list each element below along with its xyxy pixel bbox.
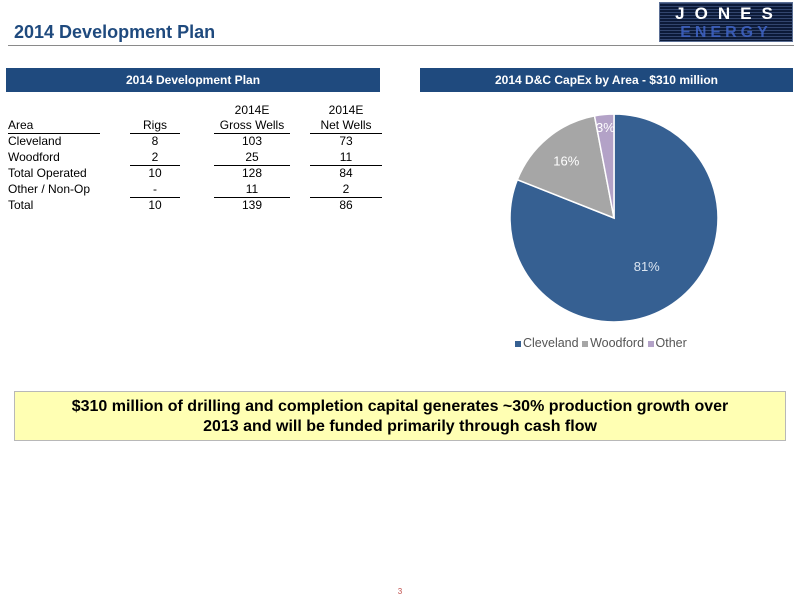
pie-slice-other	[593, 113, 615, 219]
cell-gross-wells: 103	[241, 134, 263, 148]
cell-area: Total Operated	[8, 166, 87, 180]
cell-rigs: 10	[148, 166, 162, 180]
header-rigs: Rigs	[130, 101, 180, 134]
logo-wordmark: JONES	[675, 4, 783, 23]
development-plan-table: Area Rigs 2014E Gross Wells 2014E Net We…	[8, 101, 388, 213]
header-area-line2: Area	[8, 118, 34, 132]
legend-label-woodford: Woodford	[590, 336, 645, 350]
header-net-line1: 2014E	[328, 103, 364, 117]
callout-line-2: 2013 and will be funded primarily throug…	[203, 418, 597, 435]
title-divider	[8, 45, 794, 46]
data-label-cleveland: 81%	[634, 259, 660, 274]
legend-label-other: Other	[655, 336, 687, 350]
legend-swatch-cleveland	[515, 340, 521, 347]
header-gross-line2: Gross Wells	[219, 118, 285, 132]
page-number: 3	[397, 587, 403, 596]
header-area: Area	[8, 101, 100, 134]
cell-net-wells: 73	[339, 134, 353, 148]
pie-slice-woodford	[516, 114, 615, 220]
cell-net-wells: 2	[310, 181, 382, 198]
cell-area: Other / Non-Op	[8, 182, 91, 196]
table-row: Other / Non-Op - 11 2	[8, 181, 388, 198]
callout-line-1: $310 million of drilling and completion …	[71, 398, 729, 415]
data-label-woodford: 16%	[553, 153, 579, 168]
logo-subtext: ENERGY	[680, 24, 772, 41]
logo-texture	[660, 3, 792, 41]
table-row: Cleveland 8 103 73	[8, 133, 388, 149]
cell-area: Cleveland	[8, 134, 62, 148]
header-gross-wells: 2014E Gross Wells	[214, 101, 290, 134]
cell-gross-wells: 25	[214, 149, 290, 166]
header-net-wells: 2014E Net Wells	[310, 101, 382, 134]
legend-swatch-other	[647, 340, 654, 347]
cell-rigs: -	[130, 181, 180, 198]
table-row: Woodford 2 25 11	[8, 149, 388, 166]
legend-item-woodford: Woodford	[582, 336, 647, 350]
header-net-line2: Net Wells	[320, 118, 372, 132]
cell-gross-wells: 128	[241, 166, 263, 180]
cell-rigs: 8	[151, 134, 159, 148]
capex-pie-chart: 81% 16% 3%	[509, 113, 719, 323]
cell-rigs: 10	[148, 198, 162, 212]
cell-gross-wells: 139	[241, 198, 263, 212]
cell-area: Woodford	[8, 150, 60, 164]
cell-net-wells: 84	[339, 166, 353, 180]
chart-legend: Cleveland Woodford Other	[515, 336, 687, 350]
table-header-row: Area Rigs 2014E Gross Wells 2014E Net We…	[8, 101, 388, 134]
legend-item-other: Other	[647, 336, 687, 350]
development-plan-header: 2014 Development Plan	[6, 68, 380, 92]
legend-swatch-woodford	[582, 340, 589, 347]
cell-rigs: 2	[130, 149, 180, 166]
page-title: 2014 Development Plan	[14, 22, 216, 42]
legend-item-cleveland: Cleveland	[515, 336, 582, 350]
cell-gross-wells: 11	[214, 181, 290, 198]
key-message-callout: $310 million of drilling and completion …	[14, 391, 786, 441]
table-row: Total 10 139 86	[8, 197, 388, 213]
cell-net-wells: 86	[339, 198, 353, 212]
header-gross-line1: 2014E	[234, 103, 270, 117]
capex-chart-header: 2014 D&C CapEx by Area - $310 million	[420, 68, 793, 92]
data-label-other: 3%	[596, 120, 615, 135]
cell-net-wells: 11	[310, 149, 382, 166]
cell-area: Total	[8, 198, 34, 212]
company-logo: ENERGY JONES	[659, 2, 793, 42]
legend-label-cleveland: Cleveland	[523, 336, 579, 350]
table-row: Total Operated 10 128 84	[8, 165, 388, 181]
header-rigs-line2: Rigs	[142, 118, 167, 132]
